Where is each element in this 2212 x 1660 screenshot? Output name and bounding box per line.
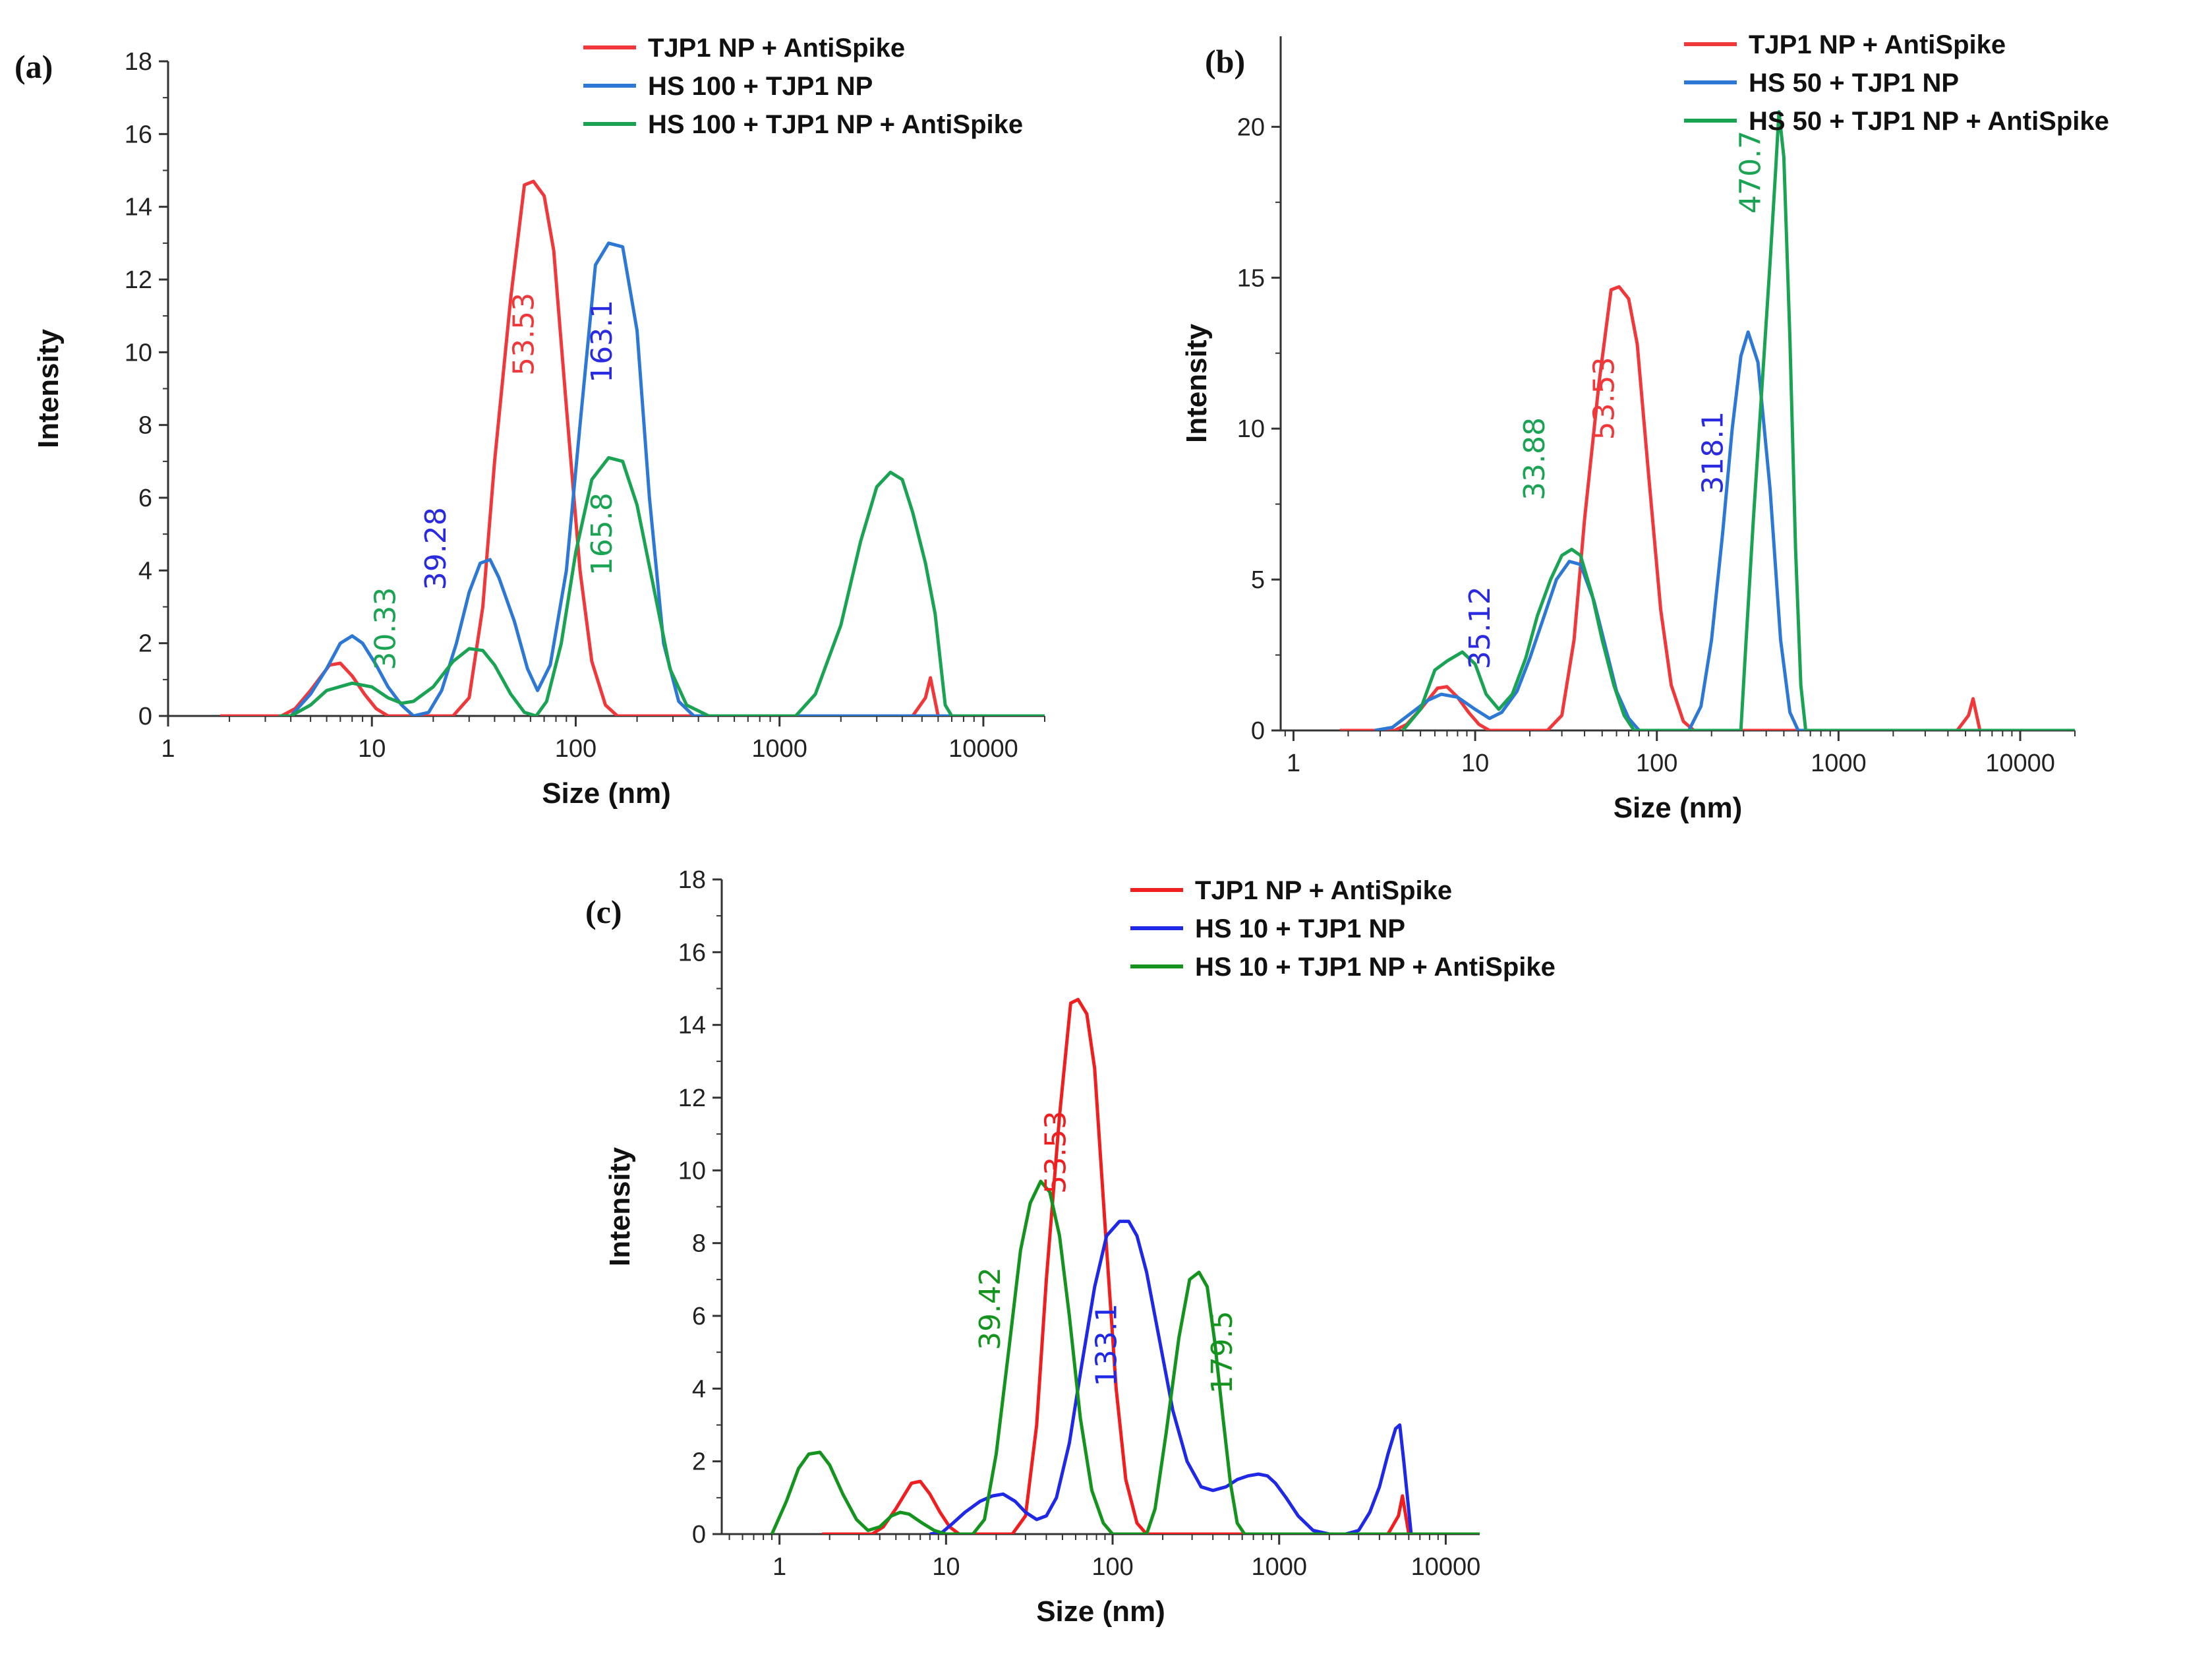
x-tick-label: 10 — [358, 735, 386, 763]
panel-c-chart: (c) 0 2 4 6 8 10 12 14 16 18 1 10 100 1000 10000 Size (n… — [585, 866, 1556, 1628]
series-line-3 — [279, 456, 1045, 716]
y-tick-label: 0 — [138, 703, 152, 730]
y-tick-label: 12 — [125, 266, 152, 294]
legend-label: HS 10 + TJP1 NP — [1195, 914, 1405, 943]
x-tick-label: 100 — [1091, 1553, 1133, 1581]
series-line-1 — [822, 997, 1480, 1534]
legend-label: HS 10 + TJP1 NP + AntiSpike — [1195, 953, 1556, 982]
peak-annotation: 133.1 — [1090, 1303, 1123, 1386]
y-tick-label: 16 — [678, 939, 706, 966]
legend-label: HS 50 + TJP1 NP — [1749, 69, 1959, 98]
panel-a-chart: (a) 0 2 4 6 8 10 12 14 16 18 1 10 100 1000 10000 Size (n… — [15, 34, 1045, 810]
y-tick-label: 12 — [678, 1084, 706, 1112]
y-tick-label: 14 — [125, 194, 152, 222]
y-tick-label: 15 — [1237, 264, 1265, 292]
legend-label: HS 100 + TJP1 NP + AntiSpike — [648, 110, 1023, 139]
y-axis-title: Intensity — [32, 329, 65, 448]
peak-annotation: 30.33 — [369, 587, 403, 670]
y-tick-label: 0 — [1251, 717, 1265, 745]
x-axis-title: Size (nm) — [542, 777, 671, 810]
peak-annotation: 53.53 — [1587, 357, 1621, 440]
series-line-1 — [1339, 285, 2075, 730]
panel-label: (c) — [585, 893, 622, 930]
panel-label: (b) — [1205, 43, 1245, 80]
y-tick-label: 5 — [1251, 566, 1265, 594]
x-tick-label: 100 — [1636, 750, 1677, 777]
y-tick-label: 0 — [692, 1521, 706, 1549]
y-tick-label: 2 — [692, 1448, 706, 1476]
x-tick-label: 10 — [932, 1553, 960, 1581]
y-tick-label: 4 — [138, 557, 152, 585]
x-tick-label: 1 — [1287, 750, 1300, 777]
x-tick-label: 1 — [161, 735, 175, 763]
y-axis-title: Intensity — [1180, 324, 1213, 443]
x-axis-title: Size (nm) — [1614, 792, 1743, 824]
x-tick-label: 10 — [1461, 750, 1489, 777]
legend-label: TJP1 NP + AntiSpike — [648, 34, 905, 63]
y-tick-label: 10 — [1237, 415, 1265, 443]
panel-label: (a) — [15, 48, 53, 85]
y-tick-label: 6 — [692, 1303, 706, 1330]
peak-annotation: 33.88 — [1518, 417, 1552, 500]
panel-b-chart: (b) 0 5 10 15 20 1 10 100 1000 10000 Size (nm) Inten… — [1180, 30, 2109, 824]
series-line-2 — [1374, 330, 2075, 730]
series-line-1 — [219, 179, 1045, 716]
x-tick-label: 100 — [555, 735, 597, 763]
peak-annotation: 39.28 — [419, 507, 453, 590]
peak-annotation: 53.53 — [507, 293, 540, 376]
series-line-3 — [770, 1179, 1480, 1534]
legend-label: HS 100 + TJP1 NP — [648, 72, 873, 101]
y-tick-label: 10 — [125, 339, 152, 367]
y-tick-label: 14 — [678, 1012, 706, 1040]
y-tick-label: 10 — [678, 1157, 706, 1185]
peak-annotation: 163.1 — [585, 300, 619, 383]
y-tick-label: 8 — [692, 1230, 706, 1258]
x-tick-label: 1000 — [1251, 1553, 1307, 1581]
y-tick-label: 18 — [125, 48, 152, 76]
y-axis-title: Intensity — [604, 1147, 636, 1266]
y-tick-label: 2 — [138, 630, 152, 658]
series-line-2 — [929, 1220, 1480, 1534]
legend-label: TJP1 NP + AntiSpike — [1749, 30, 2006, 59]
peak-annotation: 318.1 — [1696, 411, 1730, 494]
series-line-3 — [1401, 110, 2075, 730]
x-tick-label: 10000 — [1411, 1553, 1481, 1581]
x-axis-title: Size (nm) — [1036, 1595, 1165, 1628]
y-tick-label: 6 — [138, 485, 152, 512]
peak-annotation: 35.12 — [1463, 586, 1497, 669]
x-tick-label: 1000 — [1811, 750, 1867, 777]
y-tick-label: 8 — [138, 412, 152, 440]
series-line-2 — [279, 241, 1045, 716]
legend-label: TJP1 NP + AntiSpike — [1195, 876, 1452, 905]
peak-annotation: 53.53 — [1039, 1111, 1072, 1194]
peak-annotation: 39.42 — [974, 1267, 1007, 1350]
x-tick-label: 1 — [772, 1553, 786, 1581]
y-tick-label: 4 — [692, 1375, 706, 1403]
y-tick-label: 20 — [1237, 113, 1265, 141]
x-tick-label: 10000 — [1985, 750, 2055, 777]
y-tick-label: 18 — [678, 866, 706, 894]
x-tick-label: 1000 — [751, 735, 807, 763]
y-tick-label: 16 — [125, 121, 152, 148]
legend-label: HS 50 + TJP1 NP + AntiSpike — [1749, 107, 2109, 136]
x-tick-label: 10000 — [948, 735, 1018, 763]
peak-annotation: 179.5 — [1206, 1311, 1239, 1394]
peak-annotation: 165.8 — [585, 492, 619, 576]
peak-annotation: 470.7 — [1733, 131, 1767, 214]
